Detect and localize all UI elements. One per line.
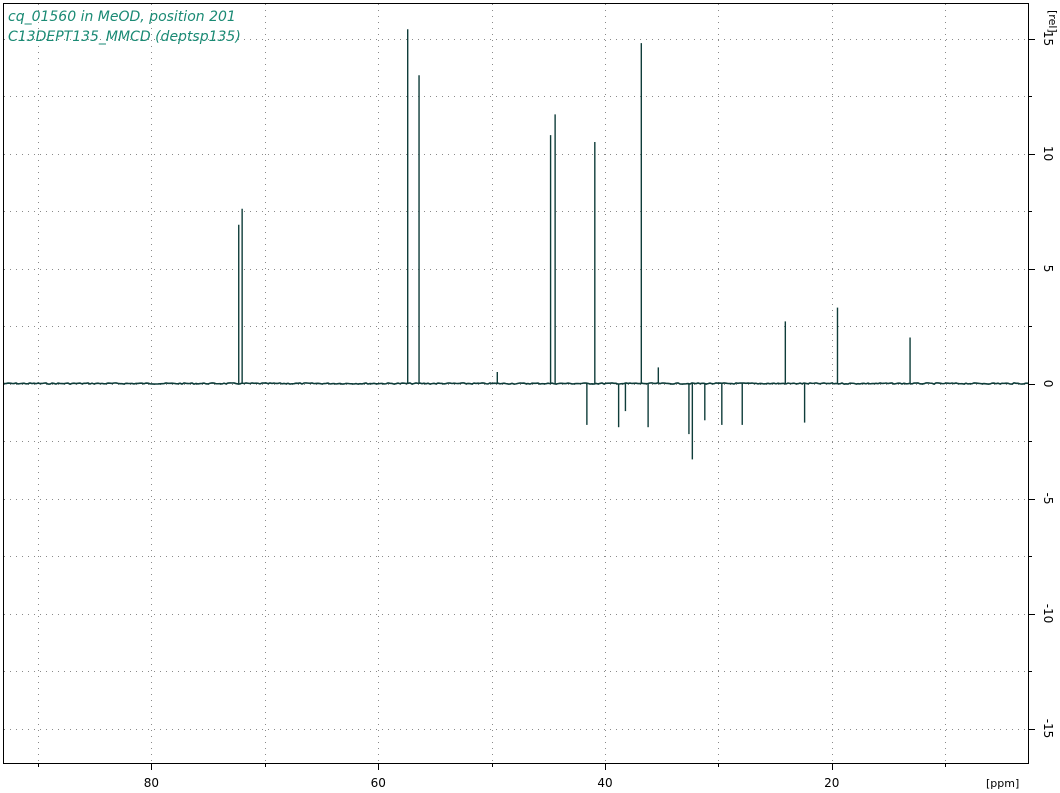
y-tick-label: 10: [1041, 146, 1055, 161]
y-tick-label: -15: [1041, 719, 1055, 739]
y-axis-unit-label: [rel]: [1046, 10, 1059, 33]
x-tick-label: 60: [371, 776, 386, 790]
plot-frame: [3, 3, 1029, 764]
x-tick-label: 20: [824, 776, 839, 790]
y-tick-label: -10: [1041, 604, 1055, 624]
y-tick-label: 0: [1041, 380, 1055, 388]
x-axis-unit-label: [ppm]: [986, 777, 1019, 790]
spectrum-title-line-1: cq_01560 in MeOD, position 201: [8, 9, 236, 25]
x-tick-label: 80: [144, 776, 159, 790]
tick-labels: 80 60 40 20 15 10 5 0 -5 -10 -15: [144, 31, 1055, 790]
y-tick-label: 5: [1041, 265, 1055, 273]
spectrum-peaks: [238, 29, 911, 460]
y-tick-label: 15: [1041, 31, 1055, 46]
x-tick-label: 40: [597, 776, 612, 790]
spectrum-baseline: [3, 382, 1029, 385]
grid-lines: [4, 4, 1028, 763]
axis-ticks: [38, 39, 1035, 770]
y-tick-label: -5: [1041, 493, 1055, 505]
spectrum-title-line-2: C13DEPT135_MMCD (deptsp135): [8, 29, 241, 45]
